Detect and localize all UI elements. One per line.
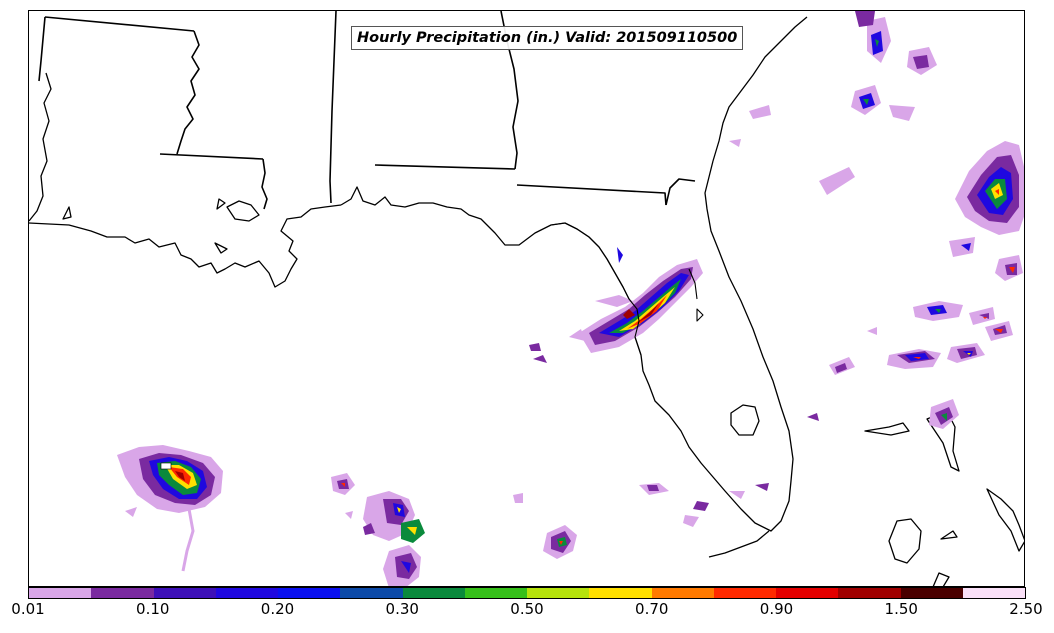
precip-cell-west-gulf <box>117 445 223 572</box>
colorbar-swatch <box>589 588 652 598</box>
colorbar-swatch <box>713 588 776 598</box>
colorbar-tick-label: 2.50 <box>1009 600 1043 618</box>
colorbar-tick-label: 0.90 <box>759 600 794 618</box>
precip-cell-atlantic-north <box>729 11 1024 281</box>
colorbar-swatch <box>29 588 92 598</box>
colorbar-swatch <box>340 588 403 598</box>
colorbar-swatch <box>651 588 714 598</box>
colorbar-swatch <box>776 588 839 598</box>
colorbar-tick-label: 0.50 <box>510 600 544 618</box>
colorbar-tick-label: 1.50 <box>884 600 918 618</box>
colorbar-tick-labels: 0.01 0.10 0.20 0.30 0.50 0.70 0.90 1.50 2.50 <box>0 600 1054 624</box>
colorbar-tick-label: 0.10 <box>136 600 170 618</box>
map-title: Hourly Precipitation (in.) Valid: 201509… <box>351 26 744 50</box>
colorbar-swatch <box>153 588 216 598</box>
colorbar-swatch <box>278 588 341 598</box>
colorbar-swatch <box>838 588 901 598</box>
precipitation-map <box>29 11 1024 586</box>
colorbar-swatch <box>215 588 278 598</box>
precip-cell-atlantic-south <box>807 301 1013 429</box>
map-panel: Hourly Precipitation (in.) Valid: 201509… <box>28 10 1025 587</box>
colorbar-swatch <box>402 588 465 598</box>
colorbar-swatch <box>464 588 527 598</box>
precipitation-areas <box>117 11 1024 586</box>
colorbar-swatch <box>900 588 963 598</box>
colorbar-tick-label: 0.70 <box>635 600 669 618</box>
precip-cell-north-florida <box>529 247 703 363</box>
colorbar-tick-label: 0.01 <box>11 600 45 618</box>
colorbar-swatch <box>91 588 154 598</box>
colorbar-swatch <box>527 588 590 598</box>
colorbar-tick-label: 0.20 <box>260 600 295 618</box>
colorbar-swatch <box>962 588 1025 598</box>
coastline-overlay <box>550 222 704 356</box>
colorbar-tick-label: 0.30 <box>385 600 419 618</box>
precipitation-colorbar <box>28 587 1026 599</box>
precip-cell-central-gulf <box>331 473 769 586</box>
